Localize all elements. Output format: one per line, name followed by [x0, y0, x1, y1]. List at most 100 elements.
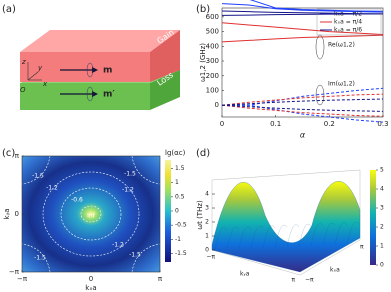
- colorbar-tick-label: 3: [380, 205, 384, 212]
- y-tick-label: 400: [206, 42, 219, 50]
- colorbar-tick-label: 0: [380, 262, 384, 269]
- z-axis-label: ωt (THz): [196, 200, 204, 230]
- y-tick-label: 0: [15, 210, 19, 218]
- y-tick-label: 0: [215, 101, 219, 109]
- panel-label: (a): [2, 4, 16, 15]
- annotation: Im(ω1,2): [328, 81, 355, 88]
- surface: [211, 181, 361, 273]
- z-tick-label: 4: [205, 191, 209, 198]
- contour: [80, 205, 102, 223]
- panel-label: (d): [196, 148, 210, 159]
- y-tick-label: π: [15, 152, 20, 160]
- callout: [315, 34, 325, 60]
- contour: [21, 243, 51, 273]
- legend-label: kₓa = π/4: [334, 19, 362, 26]
- series-line: [221, 104, 384, 112]
- colorbar-label: lg(αc): [165, 149, 186, 157]
- x-tick-label: −π: [17, 275, 28, 283]
- arrow-head: [92, 67, 98, 73]
- gain-front: [20, 52, 150, 82]
- y-tick-label: 300: [206, 57, 219, 65]
- axis-name: y: [37, 64, 43, 72]
- y-tick-label: −π: [9, 268, 20, 276]
- x-tick-label: −π: [305, 277, 314, 284]
- mesh-line: [346, 221, 360, 245]
- gain-side: [150, 30, 180, 82]
- precession: [86, 62, 94, 78]
- mesh-line: [310, 223, 324, 247]
- y-tick-label: π: [291, 277, 295, 284]
- mesh-line: [214, 227, 228, 251]
- legend-label: kₓa = π/6: [334, 27, 362, 34]
- x-tick-label: 0.2: [324, 120, 335, 128]
- arrow-head: [92, 91, 98, 97]
- colorbar-tick-label: 1.5: [175, 165, 185, 172]
- contour: [42, 171, 140, 257]
- mesh-line: [334, 222, 348, 246]
- x-axis-label: kₓa: [330, 267, 340, 274]
- colorbar-tick-label: 5: [380, 167, 384, 174]
- y-axis-label: kᵧa: [240, 271, 250, 278]
- series-line: [221, 104, 384, 117]
- series-line: [221, 98, 384, 106]
- contour-label: -1.5: [32, 173, 44, 180]
- slab-diagram: [20, 30, 180, 110]
- z-tick-label: 3: [205, 205, 209, 212]
- x-tick-label: π: [360, 244, 364, 251]
- y-tick-label: −π: [206, 254, 215, 261]
- colorbar: [370, 170, 376, 265]
- colorbar-tick-label: 2: [380, 224, 384, 231]
- x-axis-label: α: [300, 131, 306, 140]
- mesh-line: [322, 222, 336, 246]
- series-line: [222, 104, 384, 123]
- contour: [131, 243, 161, 273]
- mesh-line: [286, 224, 300, 248]
- axes-box: [211, 169, 361, 276]
- x-tick-label: 0.3: [377, 120, 388, 128]
- x-axis-label: kₓa: [85, 284, 96, 292]
- mesh-line: [298, 223, 312, 247]
- annotation: Re(ω1,2): [328, 42, 355, 49]
- callout: [315, 84, 325, 106]
- contour-label: -1.5: [129, 252, 141, 259]
- y-axis-label: ω1,2 (GHz): [199, 43, 207, 82]
- series-line: [221, 3, 384, 13]
- y-tick-label: 600: [206, 13, 219, 21]
- mesh-line: [262, 225, 276, 249]
- moment-label: m′: [103, 90, 115, 100]
- z-tick-label: 1: [205, 233, 209, 240]
- series-line: [221, 13, 384, 16]
- moment-label: m: [103, 66, 112, 76]
- series-line: [221, 93, 384, 106]
- series-line: [221, 22, 384, 36]
- legend-box: [316, 8, 382, 36]
- contour: [131, 155, 161, 185]
- series-line: [221, 34, 384, 43]
- contour: [21, 155, 51, 185]
- colorbar-tick-label: 0.5: [175, 193, 185, 200]
- contour-label: -1.2: [46, 185, 58, 192]
- colorbar-tick-label: 1: [175, 179, 179, 186]
- z-tick-label: 2: [205, 219, 209, 226]
- mesh-line: [226, 226, 240, 250]
- x-tick-label: π: [158, 275, 163, 283]
- contour-label: -1.2: [112, 242, 124, 249]
- colorbar-tick-label: 0: [175, 208, 179, 215]
- colorbar-tick-label: -0.5: [175, 222, 187, 229]
- plot-frame: [221, 7, 384, 118]
- contour-label: -1.5: [34, 255, 46, 262]
- y-tick-label: 500: [206, 28, 219, 36]
- colorbar-tick-label: -1: [175, 236, 181, 243]
- mesh-line: [274, 224, 288, 248]
- contour: [60, 187, 122, 241]
- y-axis-label: kᵧa: [3, 209, 11, 220]
- axis-name: z: [21, 58, 26, 66]
- x-tick-label: 0.1: [270, 120, 281, 128]
- mesh-line: [250, 225, 264, 249]
- x-tick-label: 0: [220, 120, 224, 128]
- origin-label: O: [20, 86, 26, 94]
- y-tick-label: 200: [206, 72, 219, 80]
- heatmap: [22, 156, 160, 272]
